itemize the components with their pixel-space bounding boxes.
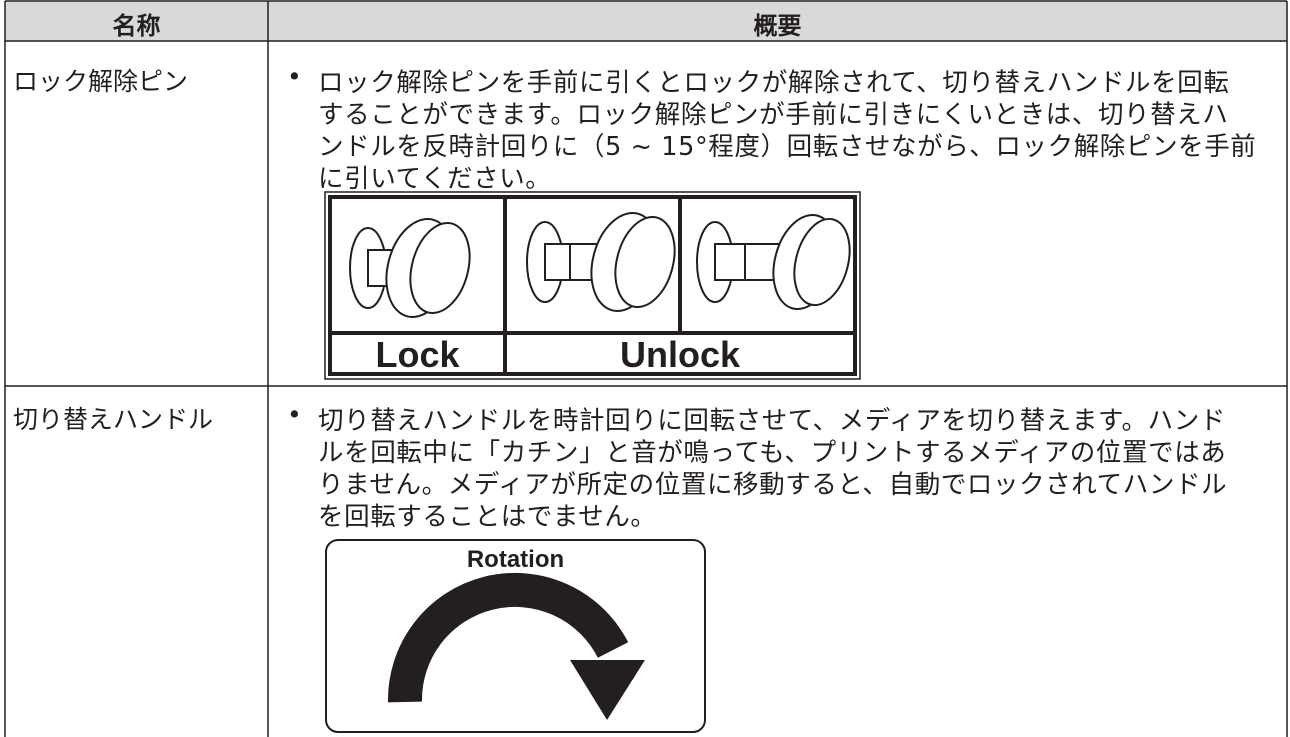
bullet: • — [287, 62, 302, 91]
description-line: りません。メディアが所定の位置に移動すると、自動でロックされてハンドル — [318, 470, 1228, 500]
figure-label: Rotation — [466, 546, 565, 573]
description-line: 切り替えハンドルを時計回りに回転させて、メディアを切り替えます。ハンド — [318, 406, 1226, 436]
description-line: ロック解除ピンを手前に引くとロックが解除されて、切り替えハンドルを回転 — [318, 68, 1230, 98]
header-cell: 名称 — [112, 12, 161, 40]
description-line: ルを回転中に「カチン」と音が鳴っても、プリントするメディアの位置ではあ — [318, 438, 1227, 468]
row-name: 切り替えハンドル — [13, 405, 214, 434]
description-line: することができます。ロック解除ピンが手前に引きにくいときは、切り替えハ — [318, 100, 1229, 130]
description-line: ンドルを反時計回りに（5 ~ 15°程度）回転させながら、ロック解除ピンを手前 — [318, 132, 1257, 162]
figure-label: Lock — [375, 334, 460, 375]
description-line: に引いてください。 — [318, 164, 552, 194]
row-name: ロック解除ピン — [13, 67, 189, 96]
description-line: を回転することはでません。 — [318, 502, 657, 532]
header-bg — [5, 1, 1287, 41]
rotation-figure — [325, 539, 706, 733]
lock-figure — [324, 191, 861, 380]
bullet: • — [287, 400, 302, 429]
header-cell: 概要 — [753, 12, 802, 40]
figure-label: Unlock — [619, 334, 741, 375]
